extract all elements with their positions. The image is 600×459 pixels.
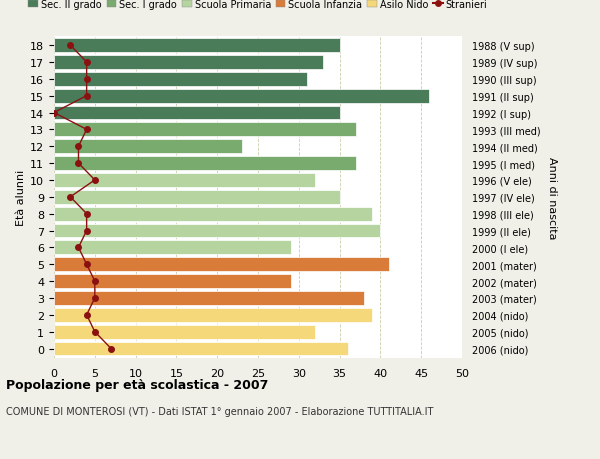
Text: COMUNE DI MONTEROSI (VT) - Dati ISTAT 1° gennaio 2007 - Elaborazione TUTTITALIA.: COMUNE DI MONTEROSI (VT) - Dati ISTAT 1°… (6, 406, 433, 416)
Text: Popolazione per età scolastica - 2007: Popolazione per età scolastica - 2007 (6, 379, 268, 392)
Bar (54, 207, 372, 221)
Bar (54, 39, 340, 53)
Bar (54, 106, 340, 120)
Bar (54, 241, 290, 255)
Bar (54, 174, 315, 187)
Bar (54, 73, 307, 86)
Bar (54, 56, 323, 70)
Bar (54, 258, 389, 272)
Bar (54, 342, 348, 356)
Bar (54, 291, 364, 305)
Bar (54, 308, 372, 322)
Legend: Sec. II grado, Sec. I grado, Scuola Primaria, Scuola Infanzia, Asilo Nido, Stran: Sec. II grado, Sec. I grado, Scuola Prim… (28, 0, 488, 10)
Bar (54, 123, 356, 137)
Bar (54, 90, 430, 103)
Bar (54, 190, 340, 204)
Bar (54, 140, 242, 154)
Y-axis label: Anni di nascita: Anni di nascita (547, 156, 557, 239)
Y-axis label: Età alunni: Età alunni (16, 169, 26, 225)
Bar (54, 224, 380, 238)
Bar (54, 325, 315, 339)
Bar (54, 274, 290, 288)
Bar (54, 157, 356, 171)
